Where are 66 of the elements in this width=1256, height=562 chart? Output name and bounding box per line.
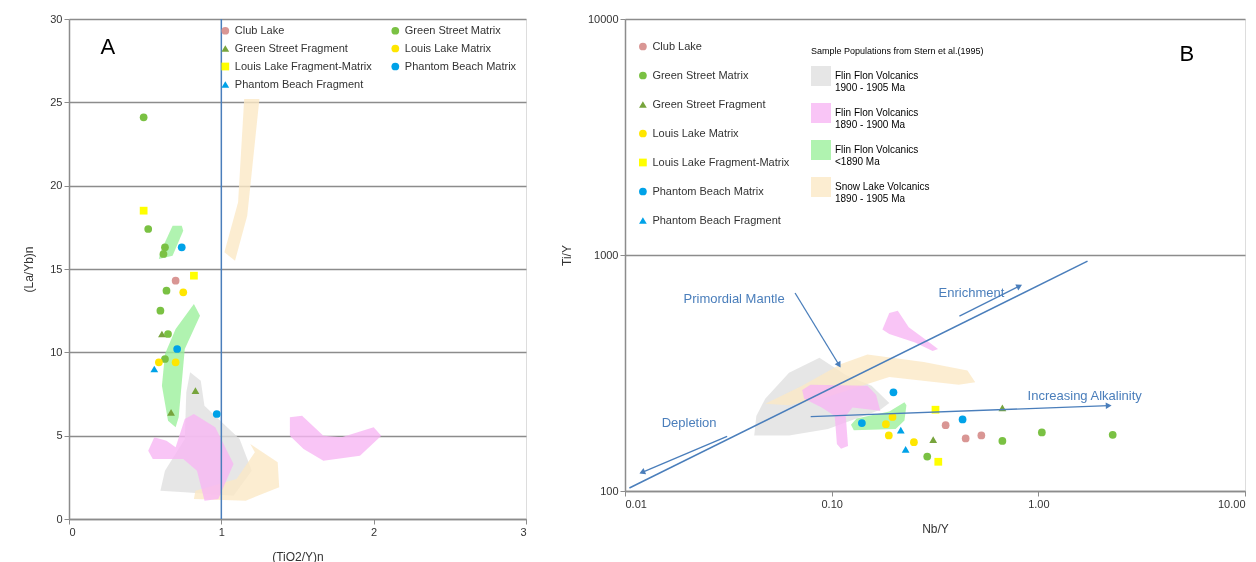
- y-tick-label: 30: [50, 12, 63, 25]
- legend-label: Phantom Beach Matrix: [404, 59, 517, 72]
- legend-label: Louis Lake Fragment-Matrix: [234, 59, 373, 72]
- annotation: Primordial Mantle: [683, 290, 785, 306]
- x-tick-label: 10.00: [1217, 497, 1246, 510]
- legend-label: Louis Lake Matrix: [652, 126, 740, 139]
- y-tick-label: 25: [50, 95, 63, 108]
- legend-label: Louis Lake Fragment-Matrix: [652, 155, 790, 168]
- legend-label: Flin Flon Volcanics 1890 - 1900 Ma: [835, 107, 919, 130]
- point: [159, 250, 168, 258]
- point: [164, 330, 172, 338]
- point: [167, 408, 175, 416]
- point: [212, 410, 221, 418]
- y-axis-title: Ti/Y: [559, 245, 574, 266]
- legend-label: Club Lake: [234, 23, 285, 36]
- x-tick-label: 1.00: [1028, 497, 1050, 510]
- point: [171, 358, 180, 367]
- legend-label: Phantom Beach Matrix: [652, 184, 765, 197]
- point: [156, 306, 165, 315]
- legend-label: Flin Flon Volcanics 1900 - 1905 Ma: [835, 70, 919, 93]
- point: [139, 206, 148, 215]
- point: [177, 243, 186, 252]
- annotation: Increasing Alkalinity: [1027, 387, 1143, 403]
- point: [161, 243, 169, 252]
- annotation: Enrichment: [938, 285, 1005, 301]
- y-tick-label: 15: [50, 262, 63, 275]
- legend-label: Club Lake: [652, 39, 702, 52]
- x-tick-label: 1: [218, 525, 225, 538]
- point: [173, 345, 182, 353]
- annotation: Depletion: [661, 415, 717, 431]
- y-tick-label: 100: [600, 484, 619, 497]
- legend-label: Green Street Fragment: [234, 41, 348, 54]
- y-tick-label: 5: [56, 429, 63, 442]
- y-tick-label: 1000: [594, 248, 619, 261]
- point: [155, 358, 163, 367]
- y-tick-label: 20: [50, 179, 63, 192]
- x-tick-label: 0.10: [821, 497, 843, 510]
- x-tick-label: 3: [520, 525, 527, 538]
- point: [139, 113, 148, 122]
- legend-label: Phantom Beach Fragment: [652, 213, 781, 226]
- legend-label: Snow Lake Volcanics 1890 - 1905 Ma: [835, 181, 930, 204]
- x-axis-title: Nb/Y: [922, 521, 949, 536]
- legend-label: Phantom Beach Fragment: [234, 77, 364, 90]
- legend-label: Green Street Fragment: [652, 97, 766, 110]
- annotation: B: [1179, 41, 1195, 67]
- x-tick-label: 0: [69, 525, 76, 538]
- legend-label: Green Street Matrix: [404, 23, 502, 36]
- point: [150, 365, 159, 373]
- point: [161, 355, 169, 363]
- legend-title: Sample Populations from Stern et al.(1995): [811, 46, 984, 56]
- y-tick-label: 10000: [587, 12, 619, 25]
- point: [171, 276, 180, 285]
- y-tick-label: 0: [56, 512, 63, 525]
- x-tick-label: 0.01: [625, 497, 647, 510]
- legend-label: Flin Flon Volcanics <1890 Ma: [835, 144, 919, 167]
- y-tick-label: 10: [50, 345, 63, 358]
- y-axis-title: (La/Yb)n: [22, 246, 37, 293]
- legend-label: Green Street Matrix: [652, 68, 749, 81]
- point: [144, 225, 153, 233]
- point: [191, 387, 200, 395]
- legend-label: Louis Lake Matrix: [404, 41, 492, 54]
- point: [179, 288, 188, 297]
- x-tick-label: 2: [371, 525, 378, 538]
- point: [190, 271, 198, 280]
- annotation: A: [100, 33, 116, 59]
- point: [162, 286, 171, 295]
